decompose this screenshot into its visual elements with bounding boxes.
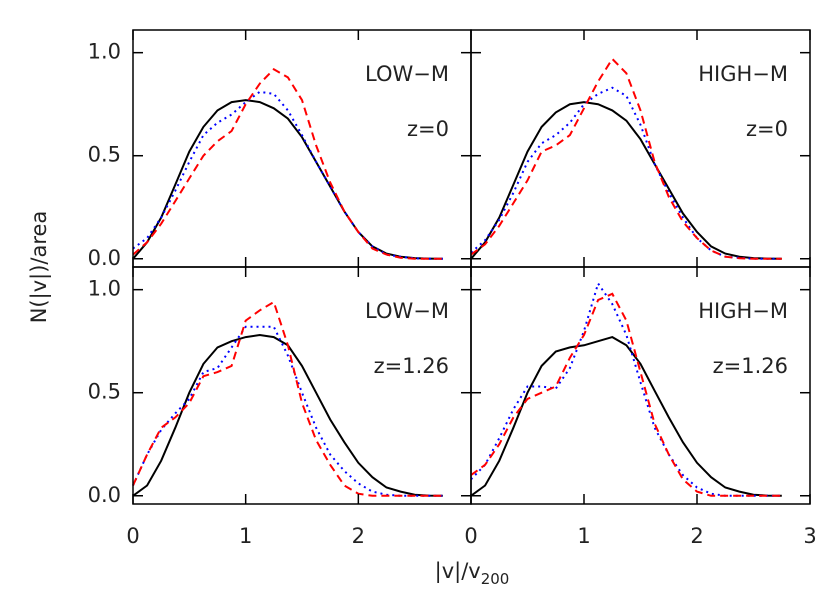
data-line: [470, 336, 782, 497]
x-tick-label: 2: [690, 524, 703, 548]
panel-label: z=0: [407, 117, 449, 141]
data-line: [470, 86, 782, 260]
panel-frame: [470, 266, 811, 505]
x-tick-label: 3: [803, 524, 816, 548]
data-line: [470, 281, 782, 497]
y-tick-label: 0.5: [88, 143, 121, 167]
x-tick-label: 0: [464, 524, 477, 548]
x-tick-label: 1: [239, 524, 252, 548]
data-line: [132, 67, 443, 260]
x-axis-label: |v|/v200: [435, 559, 510, 588]
x-axis-label-sub: 200: [481, 570, 510, 588]
panel-label: LOW−M: [365, 299, 449, 323]
x-tick-label: 2: [352, 524, 365, 548]
y-tick-label: 1.0: [88, 40, 121, 64]
panel-label: z=1.26: [713, 354, 788, 378]
x-tick-label: 0: [126, 524, 139, 548]
x-tick-label: 1: [577, 524, 590, 548]
y-axis-label: N(|v|)/area: [27, 211, 52, 324]
panel-label: HIGH−M: [698, 62, 788, 86]
y-tick-label: 1.0: [88, 277, 121, 301]
data-line: [470, 101, 782, 260]
x-axis-label-main: |v|/v: [435, 559, 481, 584]
data-line: [132, 99, 443, 260]
panel-label: z=0: [746, 117, 788, 141]
y-tick-label: 0.0: [88, 246, 121, 270]
y-tick-label: 0.5: [88, 380, 121, 404]
panel-label: HIGH−M: [698, 299, 788, 323]
data-line: [132, 325, 443, 497]
panel-label: z=1.26: [374, 354, 449, 378]
panel-label: LOW−M: [365, 62, 449, 86]
data-line: [470, 57, 782, 260]
data-line: [132, 300, 443, 497]
data-line: [470, 292, 782, 497]
y-tick-label: 0.0: [88, 483, 121, 507]
